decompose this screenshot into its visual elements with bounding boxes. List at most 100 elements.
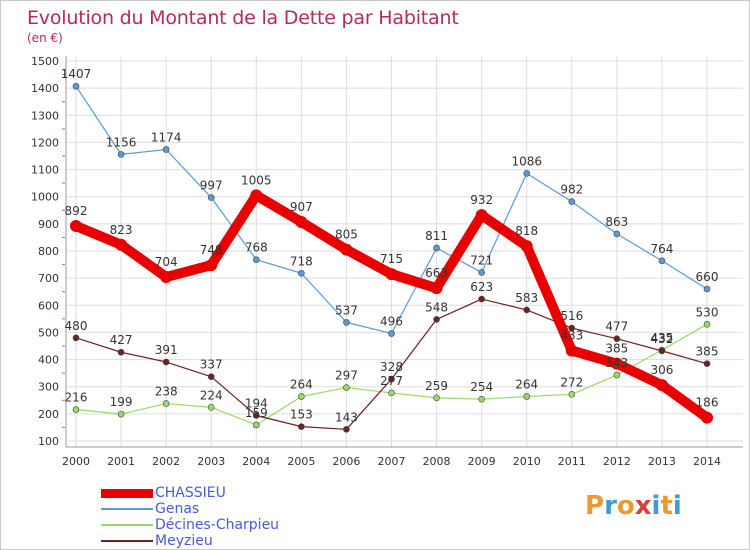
data-point	[340, 243, 353, 256]
data-label: 892	[65, 204, 88, 218]
data-label: 530	[696, 305, 719, 319]
data-point	[252, 412, 260, 419]
data-label: 264	[290, 377, 313, 391]
x-tick-label: 2014	[693, 455, 721, 468]
legend-label: Genas	[155, 501, 200, 517]
data-point	[701, 411, 713, 424]
data-point	[298, 423, 305, 430]
y-tick-label: 1000	[31, 191, 59, 204]
x-tick-label: 2009	[468, 455, 496, 468]
data-point	[388, 375, 395, 383]
data-point	[343, 426, 350, 433]
data-point	[568, 324, 576, 332]
data-label: 718	[290, 254, 313, 268]
x-tick-label: 2006	[332, 455, 360, 468]
chart-title: Evolution du Montant de la Dette par Hab…	[27, 7, 459, 29]
data-point	[478, 269, 485, 276]
data-label: 328	[380, 360, 403, 374]
data-point	[295, 215, 308, 228]
data-point	[385, 268, 398, 281]
data-label: 435	[650, 331, 673, 345]
data-label: 199	[110, 395, 133, 409]
data-label: 811	[425, 229, 448, 243]
logo-letter: r	[604, 491, 617, 521]
data-label: 1005	[241, 173, 272, 187]
y-tick-label: 800	[38, 245, 59, 258]
data-point	[433, 394, 440, 402]
data-point	[343, 384, 350, 391]
data-label: 259	[425, 379, 448, 393]
data-label: 153	[290, 408, 313, 422]
y-tick-label: 700	[38, 272, 59, 285]
x-tick-label: 2005	[287, 455, 315, 468]
data-label: 863	[605, 215, 628, 229]
data-label: 516	[560, 309, 583, 323]
proxiti-logo: Proxiti	[585, 491, 682, 521]
chart-subtitle: (en €)	[27, 31, 63, 45]
data-label: 1156	[106, 135, 137, 149]
data-label: 907	[290, 200, 313, 214]
data-label: 216	[65, 391, 88, 405]
logo-letter: x	[634, 491, 652, 521]
data-label: 496	[380, 315, 403, 329]
data-point	[162, 400, 170, 407]
data-point	[520, 240, 533, 253]
data-label: 238	[155, 385, 178, 399]
data-point	[207, 404, 215, 411]
data-label: 721	[470, 253, 493, 267]
data-label: 1174	[151, 130, 182, 144]
data-label: 805	[335, 228, 358, 242]
data-label: 982	[560, 183, 583, 197]
legend-label: Meyzieu	[155, 533, 213, 549]
data-point	[610, 357, 623, 370]
data-point	[523, 393, 531, 400]
data-point	[658, 257, 666, 265]
x-tick-label: 2008	[423, 455, 451, 468]
data-label: 537	[335, 303, 358, 317]
data-point	[207, 373, 215, 380]
y-tick-label: 200	[38, 408, 59, 421]
x-tick-label: 2000	[62, 455, 90, 468]
data-label: 660	[696, 270, 719, 284]
data-label: 768	[245, 241, 268, 255]
logo-letter: i	[651, 491, 661, 521]
y-tick-label: 300	[38, 381, 59, 394]
x-tick-label: 2002	[152, 455, 180, 468]
y-tick-label: 400	[38, 354, 59, 367]
data-label: 159	[245, 406, 268, 420]
data-label: 1086	[511, 154, 542, 168]
legend-swatch	[101, 524, 153, 526]
data-label: 818	[515, 224, 538, 238]
data-point	[115, 238, 128, 251]
data-label: 1407	[61, 67, 92, 81]
data-label: 997	[200, 179, 223, 193]
legend-item: Meyzieu	[101, 533, 279, 549]
data-point	[252, 256, 260, 263]
data-point	[568, 391, 576, 398]
data-point	[613, 371, 621, 379]
legend-label: CHASSIEU	[155, 485, 226, 501]
data-point	[703, 360, 711, 367]
legend-swatch	[101, 488, 153, 498]
data-label: 715	[380, 252, 403, 266]
data-label: 194	[245, 396, 268, 410]
data-label: 748	[200, 243, 223, 257]
data-label: 337	[200, 358, 223, 372]
legend-item: Genas	[101, 501, 279, 517]
data-point	[388, 330, 395, 337]
data-point	[523, 170, 531, 177]
logo-letter: o	[616, 491, 635, 521]
logo-letter: i	[672, 491, 682, 521]
data-label: 254	[470, 380, 493, 394]
y-tick-label: 100	[38, 435, 59, 448]
data-point	[430, 282, 443, 295]
data-point	[162, 358, 170, 366]
legend-item: Décines-Charpieu	[101, 517, 279, 533]
data-point	[703, 320, 711, 328]
data-label: 823	[110, 223, 133, 237]
data-label: 306	[650, 363, 673, 377]
data-point	[613, 335, 621, 342]
data-point	[565, 344, 578, 357]
